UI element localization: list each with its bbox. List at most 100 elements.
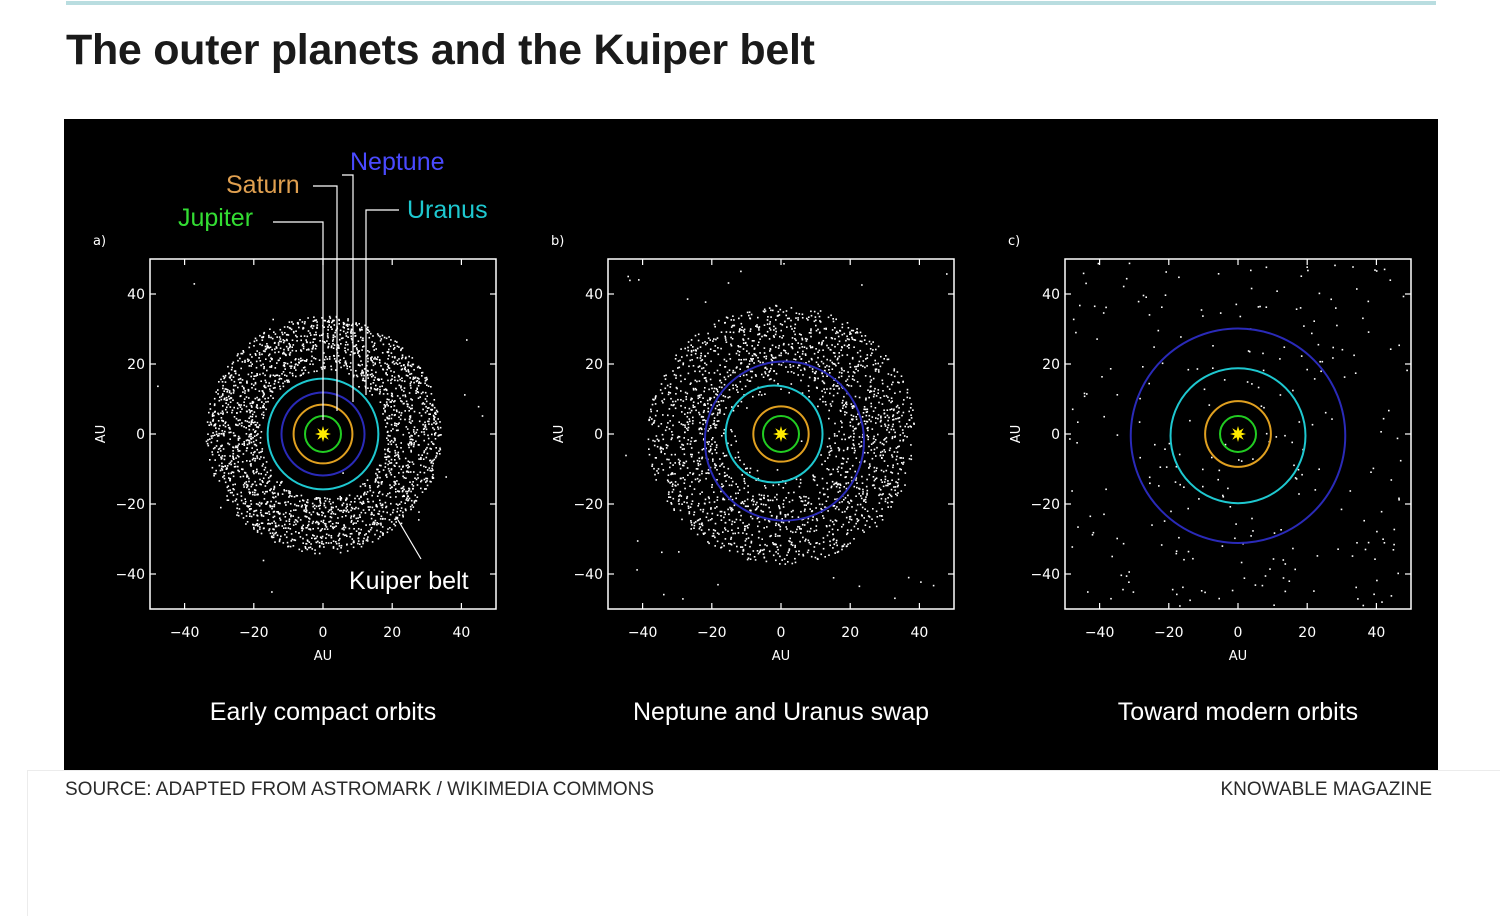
belt-particle <box>810 357 813 360</box>
belt-particle <box>884 425 887 427</box>
belt-particle <box>900 457 902 459</box>
belt-particle <box>829 519 832 522</box>
belt-particle <box>858 436 861 438</box>
belt-particle <box>339 329 342 332</box>
panel-caption: Toward modern orbits <box>1118 698 1358 726</box>
belt-particle <box>816 519 819 522</box>
belt-particle <box>782 521 785 524</box>
belt-particle <box>237 511 239 514</box>
belt-particle <box>374 481 377 483</box>
belt-particle <box>319 504 321 507</box>
belt-particle <box>241 361 244 363</box>
belt-particle <box>243 426 245 428</box>
belt-particle <box>439 453 441 455</box>
belt-particle <box>283 326 286 328</box>
belt-particle <box>711 512 714 515</box>
belt-particle <box>335 522 338 524</box>
belt-particle <box>309 546 312 549</box>
belt-particle <box>790 530 792 533</box>
belt-particle <box>255 484 258 487</box>
scattered-particle <box>193 283 196 285</box>
belt-particle <box>251 410 253 412</box>
belt-particle <box>875 525 878 528</box>
belt-particle <box>229 401 232 403</box>
belt-particle <box>424 382 426 385</box>
jupiter-orbit <box>762 415 800 453</box>
belt-particle <box>784 350 787 352</box>
belt-particle <box>377 379 380 381</box>
belt-particle <box>872 349 874 351</box>
belt-particle <box>239 357 241 360</box>
belt-particle <box>312 344 315 347</box>
belt-particle <box>893 451 896 453</box>
belt-particle <box>276 481 278 483</box>
belt-particle <box>710 397 712 400</box>
belt-particle <box>231 366 233 369</box>
belt-particle <box>758 521 761 523</box>
belt-particle <box>799 478 802 481</box>
belt-particle <box>265 358 267 360</box>
belt-particle <box>709 425 712 427</box>
belt-particle <box>436 411 439 413</box>
belt-particle <box>224 381 227 383</box>
belt-particle <box>742 502 745 505</box>
belt-particle <box>782 335 785 337</box>
scattered-particle <box>668 391 670 394</box>
belt-particle <box>805 538 807 541</box>
belt-particle <box>274 532 276 535</box>
belt-particle <box>213 424 216 426</box>
belt-particle <box>750 540 753 543</box>
belt-particle <box>734 371 736 374</box>
belt-particle <box>859 340 862 342</box>
belt-particle <box>219 424 221 427</box>
belt-particle <box>867 429 869 432</box>
belt-particle <box>381 532 384 534</box>
belt-particle <box>875 510 878 513</box>
scattered-particle <box>1318 292 1321 295</box>
belt-particle <box>250 423 252 426</box>
belt-particle <box>837 357 839 360</box>
belt-particle <box>212 435 214 437</box>
belt-particle <box>282 364 285 367</box>
belt-particle <box>335 525 337 527</box>
belt-particle <box>313 316 315 318</box>
belt-particle <box>388 492 391 494</box>
belt-particle <box>691 453 693 456</box>
belt-particle <box>254 480 256 483</box>
belt-particle <box>357 340 360 342</box>
belt-particle <box>857 423 860 426</box>
belt-particle <box>910 444 912 446</box>
belt-particle <box>831 361 833 364</box>
belt-particle <box>789 364 791 366</box>
belt-particle <box>350 509 352 512</box>
belt-particle <box>869 381 872 383</box>
belt-particle <box>705 472 707 474</box>
scattered-particle <box>1357 598 1359 600</box>
belt-particle <box>402 489 404 492</box>
belt-particle <box>409 438 412 441</box>
callout-jupiter-label: Jupiter <box>178 204 253 232</box>
belt-particle <box>282 339 285 341</box>
belt-particle <box>786 528 788 530</box>
belt-particle <box>221 430 224 432</box>
belt-particle <box>690 520 692 522</box>
belt-particle <box>844 510 846 513</box>
belt-particle <box>851 405 853 408</box>
belt-particle <box>249 342 251 345</box>
belt-particle <box>682 400 685 402</box>
belt-particle <box>340 343 342 345</box>
belt-particle <box>763 556 766 559</box>
belt-particle <box>229 428 231 430</box>
belt-particle <box>401 389 403 391</box>
belt-particle <box>323 504 326 507</box>
belt-particle <box>360 496 362 498</box>
belt-particle <box>407 464 409 466</box>
belt-particle <box>896 455 898 458</box>
belt-particle <box>678 440 681 442</box>
belt-particle <box>300 357 302 360</box>
belt-particle <box>363 368 366 370</box>
belt-particle <box>392 509 395 511</box>
belt-particle <box>834 519 837 521</box>
belt-particle <box>215 427 217 429</box>
belt-particle <box>887 506 889 508</box>
